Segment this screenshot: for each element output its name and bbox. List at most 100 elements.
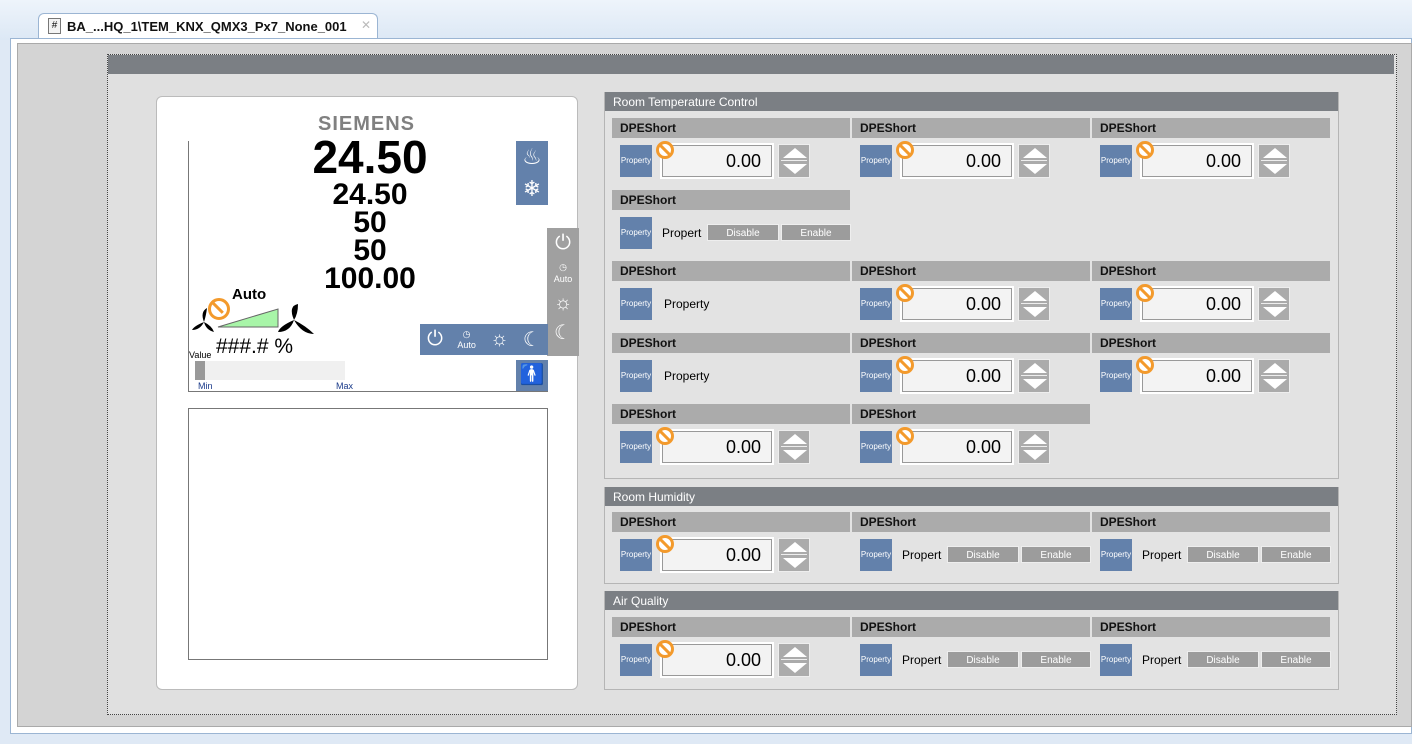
datapoint-header: DPEShort: [852, 512, 1090, 532]
value-input[interactable]: 0.00: [1140, 286, 1254, 322]
property-label: Property: [664, 369, 710, 383]
moon-icon[interactable]: ☾: [554, 322, 572, 344]
value-input[interactable]: 0.00: [900, 429, 1014, 465]
property-label: Propert: [662, 226, 702, 240]
disable-button[interactable]: Disable: [947, 546, 1019, 563]
arrow-down-icon[interactable]: [1023, 379, 1047, 389]
property-button[interactable]: Property: [1100, 360, 1132, 392]
value-spinner[interactable]: [778, 643, 810, 677]
datapoint-header: DPEShort: [1092, 118, 1330, 138]
property-label: Property: [664, 297, 710, 311]
property-button[interactable]: Property: [620, 539, 652, 571]
fan-speed-ramp[interactable]: [190, 304, 320, 336]
value-input[interactable]: 0.00: [660, 143, 774, 179]
arrow-down-icon[interactable]: [1023, 450, 1047, 460]
property-button[interactable]: Property: [620, 217, 652, 249]
property-button[interactable]: Property: [860, 360, 892, 392]
disable-button[interactable]: Disable: [1187, 546, 1259, 563]
property-button[interactable]: Property: [1100, 288, 1132, 320]
auto-mode-button[interactable]: ◷ Auto: [457, 329, 476, 351]
value-spinner[interactable]: [1018, 144, 1050, 178]
disabled-icon: [656, 427, 674, 445]
property-button[interactable]: Property: [1100, 644, 1132, 676]
value-input[interactable]: 0.00: [1140, 143, 1254, 179]
clock-icon: ◷: [559, 262, 567, 272]
close-icon[interactable]: ✕: [360, 18, 371, 32]
arrow-down-icon[interactable]: [1023, 164, 1047, 174]
arrow-down-icon[interactable]: [1023, 307, 1047, 317]
arrow-up-icon[interactable]: [1263, 363, 1287, 373]
auto-mode-button[interactable]: ◷ Auto: [547, 258, 579, 288]
property-button[interactable]: Property: [620, 431, 652, 463]
occupancy-button[interactable]: 🚹: [516, 360, 548, 391]
value-spinner[interactable]: [1258, 287, 1290, 321]
heat-cool-button[interactable]: ♨ ❄: [516, 141, 548, 205]
value-input[interactable]: 0.00: [900, 358, 1014, 394]
power-icon[interactable]: ⏻: [427, 328, 443, 350]
value-input[interactable]: 0.00: [900, 286, 1014, 322]
property-button[interactable]: Property: [860, 145, 892, 177]
value-spinner[interactable]: [1258, 144, 1290, 178]
value-input[interactable]: 0.00: [660, 642, 774, 678]
disabled-icon: [1136, 356, 1154, 374]
power-icon[interactable]: ⏻: [555, 232, 571, 254]
property-button[interactable]: Property: [860, 644, 892, 676]
arrow-down-icon[interactable]: [1263, 307, 1287, 317]
value-spinner[interactable]: [1258, 359, 1290, 393]
value-spinner[interactable]: [778, 144, 810, 178]
disable-button[interactable]: Disable: [707, 224, 779, 241]
property-button[interactable]: Property: [620, 288, 652, 320]
disabled-icon: [1136, 284, 1154, 302]
value-spinner[interactable]: [1018, 430, 1050, 464]
sun-icon[interactable]: ☼: [553, 292, 573, 314]
property-button[interactable]: Property: [620, 644, 652, 676]
property-button[interactable]: Property: [860, 288, 892, 320]
arrow-up-icon[interactable]: [1023, 434, 1047, 444]
arrow-up-icon[interactable]: [783, 434, 807, 444]
disable-button[interactable]: Disable: [1187, 651, 1259, 668]
arrow-down-icon[interactable]: [783, 663, 807, 673]
property-button[interactable]: Property: [1100, 539, 1132, 571]
property-button[interactable]: Property: [860, 431, 892, 463]
arrow-down-icon[interactable]: [783, 164, 807, 174]
value-spinner[interactable]: [1018, 359, 1050, 393]
property-button[interactable]: Property: [620, 360, 652, 392]
document-tab[interactable]: # BA_...HQ_1\TEM_KNX_QMX3_Px7_None_001 ✕: [38, 13, 378, 39]
arrow-up-icon[interactable]: [1263, 148, 1287, 158]
value-spinner[interactable]: [778, 538, 810, 572]
value-slider[interactable]: [195, 361, 345, 380]
arrow-down-icon[interactable]: [783, 450, 807, 460]
arrow-down-icon[interactable]: [783, 558, 807, 568]
arrow-up-icon[interactable]: [1263, 291, 1287, 301]
value-spinner[interactable]: [778, 430, 810, 464]
enable-button[interactable]: Enable: [1021, 546, 1091, 563]
arrow-up-icon[interactable]: [783, 647, 807, 657]
fan-small-icon: [192, 308, 214, 332]
arrow-up-icon[interactable]: [1023, 291, 1047, 301]
device-display: [188, 141, 548, 392]
arrow-up-icon[interactable]: [783, 542, 807, 552]
enable-button[interactable]: Enable: [1261, 546, 1331, 563]
enable-button[interactable]: Enable: [1021, 651, 1091, 668]
value-spinner[interactable]: [1018, 287, 1050, 321]
arrow-down-icon[interactable]: [1263, 379, 1287, 389]
value-input[interactable]: 0.00: [1140, 358, 1254, 394]
disable-button[interactable]: Disable: [947, 651, 1019, 668]
value-input[interactable]: 0.00: [660, 429, 774, 465]
property-button[interactable]: Property: [1100, 145, 1132, 177]
value-input[interactable]: 0.00: [900, 143, 1014, 179]
arrow-up-icon[interactable]: [783, 148, 807, 158]
enable-button[interactable]: Enable: [1261, 651, 1331, 668]
value-input[interactable]: 0.00: [660, 537, 774, 573]
device-lower-area: [188, 408, 548, 660]
arrow-up-icon[interactable]: [1023, 363, 1047, 373]
arrow-up-icon[interactable]: [1023, 148, 1047, 158]
property-button[interactable]: Property: [860, 539, 892, 571]
sun-icon[interactable]: ☼: [490, 328, 509, 350]
slider-thumb[interactable]: [195, 361, 205, 380]
moon-icon[interactable]: ☾: [522, 329, 541, 351]
arrow-down-icon[interactable]: [1263, 164, 1287, 174]
disabled-icon: [896, 427, 914, 445]
enable-button[interactable]: Enable: [781, 224, 851, 241]
property-button[interactable]: Property: [620, 145, 652, 177]
